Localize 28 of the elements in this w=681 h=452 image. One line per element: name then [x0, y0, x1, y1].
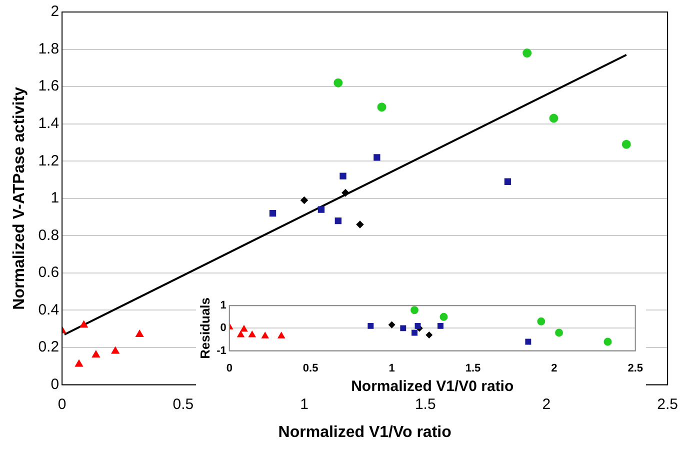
y-tick-label: 0.8 — [38, 226, 60, 244]
y-axis-title: Normalized V-ATPase activity — [11, 86, 28, 310]
x-axis-title: Normalized V1/Vo ratio — [278, 424, 452, 441]
y-tick-label: 1.6 — [38, 78, 60, 95]
x-tick-label: 1 — [388, 362, 395, 374]
y-tick-label: 1.4 — [38, 114, 60, 132]
y-tick-label: 0 — [50, 376, 60, 393]
x-tick-label: 1.5 — [414, 396, 436, 413]
x-tick-label: 2.5 — [657, 396, 678, 413]
x-tick-label: 1 — [300, 396, 308, 413]
y-tick-label: 0.4 — [38, 301, 60, 318]
y-tick-label: 1.8 — [38, 40, 60, 58]
y-tick-label: 0 — [220, 322, 226, 334]
y-tick-label: 1 — [50, 190, 60, 207]
x-tick-label: 2 — [542, 396, 551, 413]
x-tick-label: 2 — [551, 362, 558, 374]
x-axis-title: Normalized V1/V0 ratio — [351, 378, 514, 396]
x-tick-label: 2.5 — [628, 362, 644, 374]
y-tick-label: 2 — [50, 3, 60, 20]
x-tick-label: 0.5 — [302, 362, 318, 374]
y-tick-label: 0.6 — [38, 264, 60, 282]
x-tick-label: 0.5 — [172, 396, 194, 413]
y-tick-label: 1 — [220, 300, 226, 312]
y-tick-label: -1 — [216, 344, 226, 357]
x-tick-label: 1.5 — [465, 362, 481, 374]
y-tick-label: 1.2 — [38, 152, 60, 170]
y-axis-title: Residuals — [197, 297, 212, 359]
y-tick-label: 0.2 — [38, 338, 60, 356]
